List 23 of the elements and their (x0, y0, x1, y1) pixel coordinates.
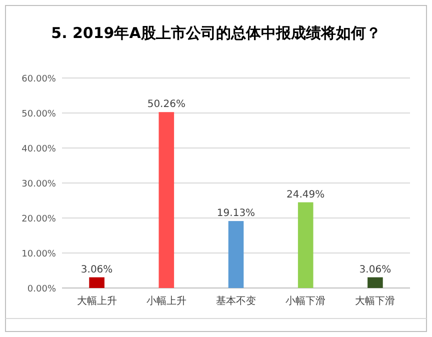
bar (368, 277, 383, 288)
data-label: 3.06% (80, 264, 113, 276)
y-tick-label: 0.00% (27, 284, 56, 294)
data-label: 19.13% (216, 208, 256, 220)
x-tick-label: 大幅下滑 (355, 295, 396, 307)
data-label: 50.26% (147, 99, 186, 110)
bar (89, 277, 104, 288)
x-tick-label: 基本不变 (216, 295, 256, 307)
y-tick-label: 10.00% (22, 250, 56, 260)
x-tick-label: 小幅上升 (146, 295, 186, 307)
chart-title: 5. 2019年A股上市公司的总体中报成绩将如何？ (51, 24, 381, 42)
bar (298, 202, 314, 288)
x-tick-label: 大幅上升 (76, 295, 117, 307)
data-label: 24.49% (286, 189, 325, 200)
x-tick-label: 小幅下滑 (286, 295, 326, 307)
y-tick-label: 40.00% (22, 144, 56, 154)
y-tick-label: 30.00% (22, 180, 56, 190)
bar (228, 221, 244, 288)
y-tick-label: 60.00% (22, 74, 56, 84)
y-tick-label: 20.00% (22, 214, 56, 224)
y-tick-label: 50.00% (22, 110, 56, 120)
bar (158, 112, 174, 288)
data-label: 3.06% (359, 264, 392, 276)
